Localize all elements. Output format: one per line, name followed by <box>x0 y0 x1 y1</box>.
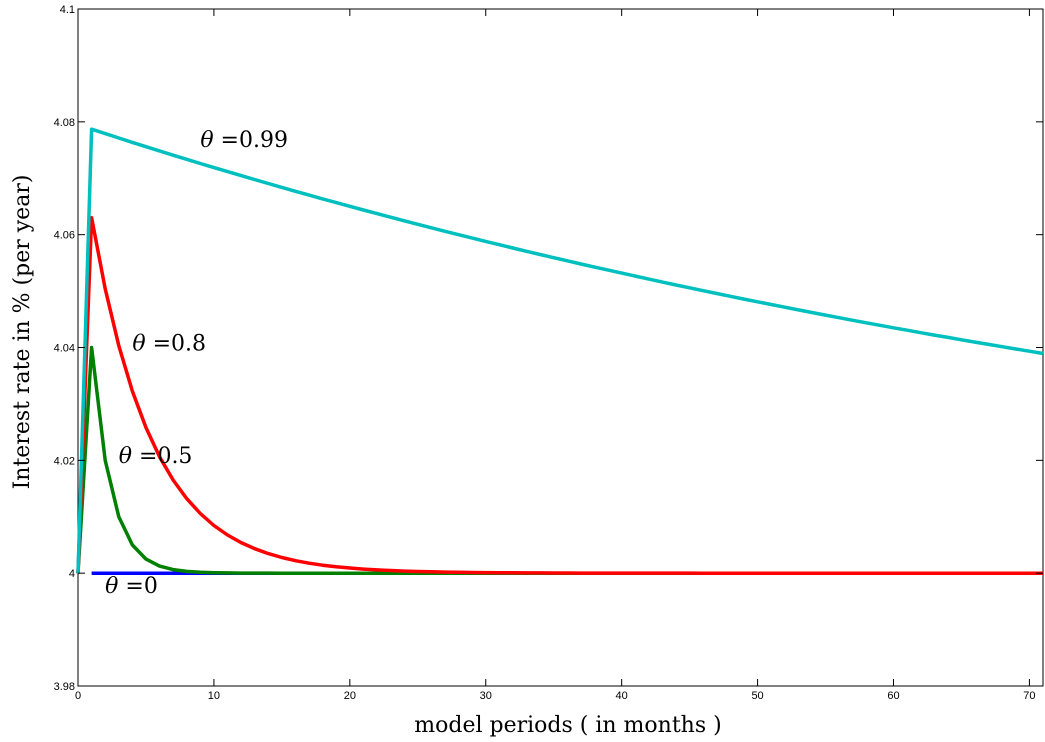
y-tick-label: 4.08 <box>54 117 75 129</box>
theta-value: =0.5 <box>132 444 192 469</box>
theta-symbol: θ <box>119 444 132 469</box>
theta-symbol: θ <box>132 331 145 356</box>
plot-frame <box>77 8 1044 687</box>
series-line-theta-0-8 <box>76 215 1043 575</box>
x-tick-label: 40 <box>616 690 628 702</box>
theta-annotation: θ =0.99 <box>200 128 288 153</box>
x-tick-label: 0 <box>75 690 81 702</box>
x-tick-label: 20 <box>344 690 356 702</box>
x-tick-label: 10 <box>208 690 220 702</box>
y-tick-label: 3.98 <box>54 681 75 693</box>
x-tick-label: 70 <box>1023 690 1035 702</box>
theta-annotation: θ =0.5 <box>119 444 193 469</box>
theta-annotation: θ =0 <box>105 574 158 599</box>
annotations-layer: θ =0.99θ =0.8θ =0.5θ =0 <box>105 128 288 599</box>
y-tick-label: 4.04 <box>54 343 75 355</box>
theta-symbol: θ <box>200 128 213 153</box>
y-tick-label: 4.06 <box>54 230 75 242</box>
theta-value: =0.8 <box>146 331 206 356</box>
x-tick-label: 60 <box>887 690 899 702</box>
ticks-layer: 0 10 20 30 40 50 60 70 3.98 4 4.02 4.04 4.06 4.08 4.1 <box>54 4 1043 702</box>
x-tick-label: 50 <box>751 690 763 702</box>
y-tick-label: 4.02 <box>54 455 75 467</box>
theta-value: =0.99 <box>214 128 288 153</box>
plot-area <box>77 8 1044 687</box>
theta-value: =0 <box>118 574 157 599</box>
theta-annotation: θ =0.8 <box>132 331 206 356</box>
series-line-theta-0-99 <box>76 127 1044 574</box>
theta-symbol: θ <box>105 574 118 599</box>
series-layer <box>76 127 1044 575</box>
y-tick-label: 4 <box>69 568 75 580</box>
x-axis-title: model periods ( in months ) <box>414 713 721 738</box>
y-axis-title: Interest rate in % (per year) <box>10 175 35 490</box>
y-tick-label: 4.1 <box>60 4 75 16</box>
x-tick-label: 30 <box>480 690 492 702</box>
